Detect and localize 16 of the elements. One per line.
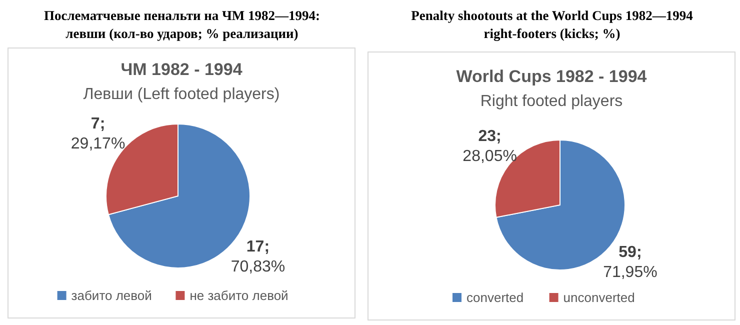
text: Послематчевые пенальти на ЧМ 1982—1994:	[44, 8, 320, 23]
chart-subtitle: Левши (Left footed players)	[83, 86, 280, 103]
legend-label: unconverted	[563, 290, 635, 305]
chart-title: ЧМ 1982 - 1994	[120, 60, 243, 79]
data-label: 17; 70,83%	[230, 238, 286, 276]
data-label: 23; 28,05%	[462, 128, 517, 166]
chart-subtitle: Right footed players	[480, 93, 623, 110]
legend-label: converted	[466, 290, 524, 305]
chart-title: World Cups 1982 - 1994	[456, 67, 648, 86]
data-label: 59; 71,95%	[603, 244, 658, 281]
data-label: 7; 29,17%	[70, 116, 126, 153]
text: Penalty shootouts at the World Cups 1982—1994	[411, 8, 694, 23]
legend-label: забито левой	[71, 288, 152, 303]
text: левши (кол-во ударов; % реализации)	[66, 26, 298, 41]
text: right-footers (kicks; %)	[484, 26, 620, 41]
legend-label: не забито левой	[190, 288, 288, 303]
